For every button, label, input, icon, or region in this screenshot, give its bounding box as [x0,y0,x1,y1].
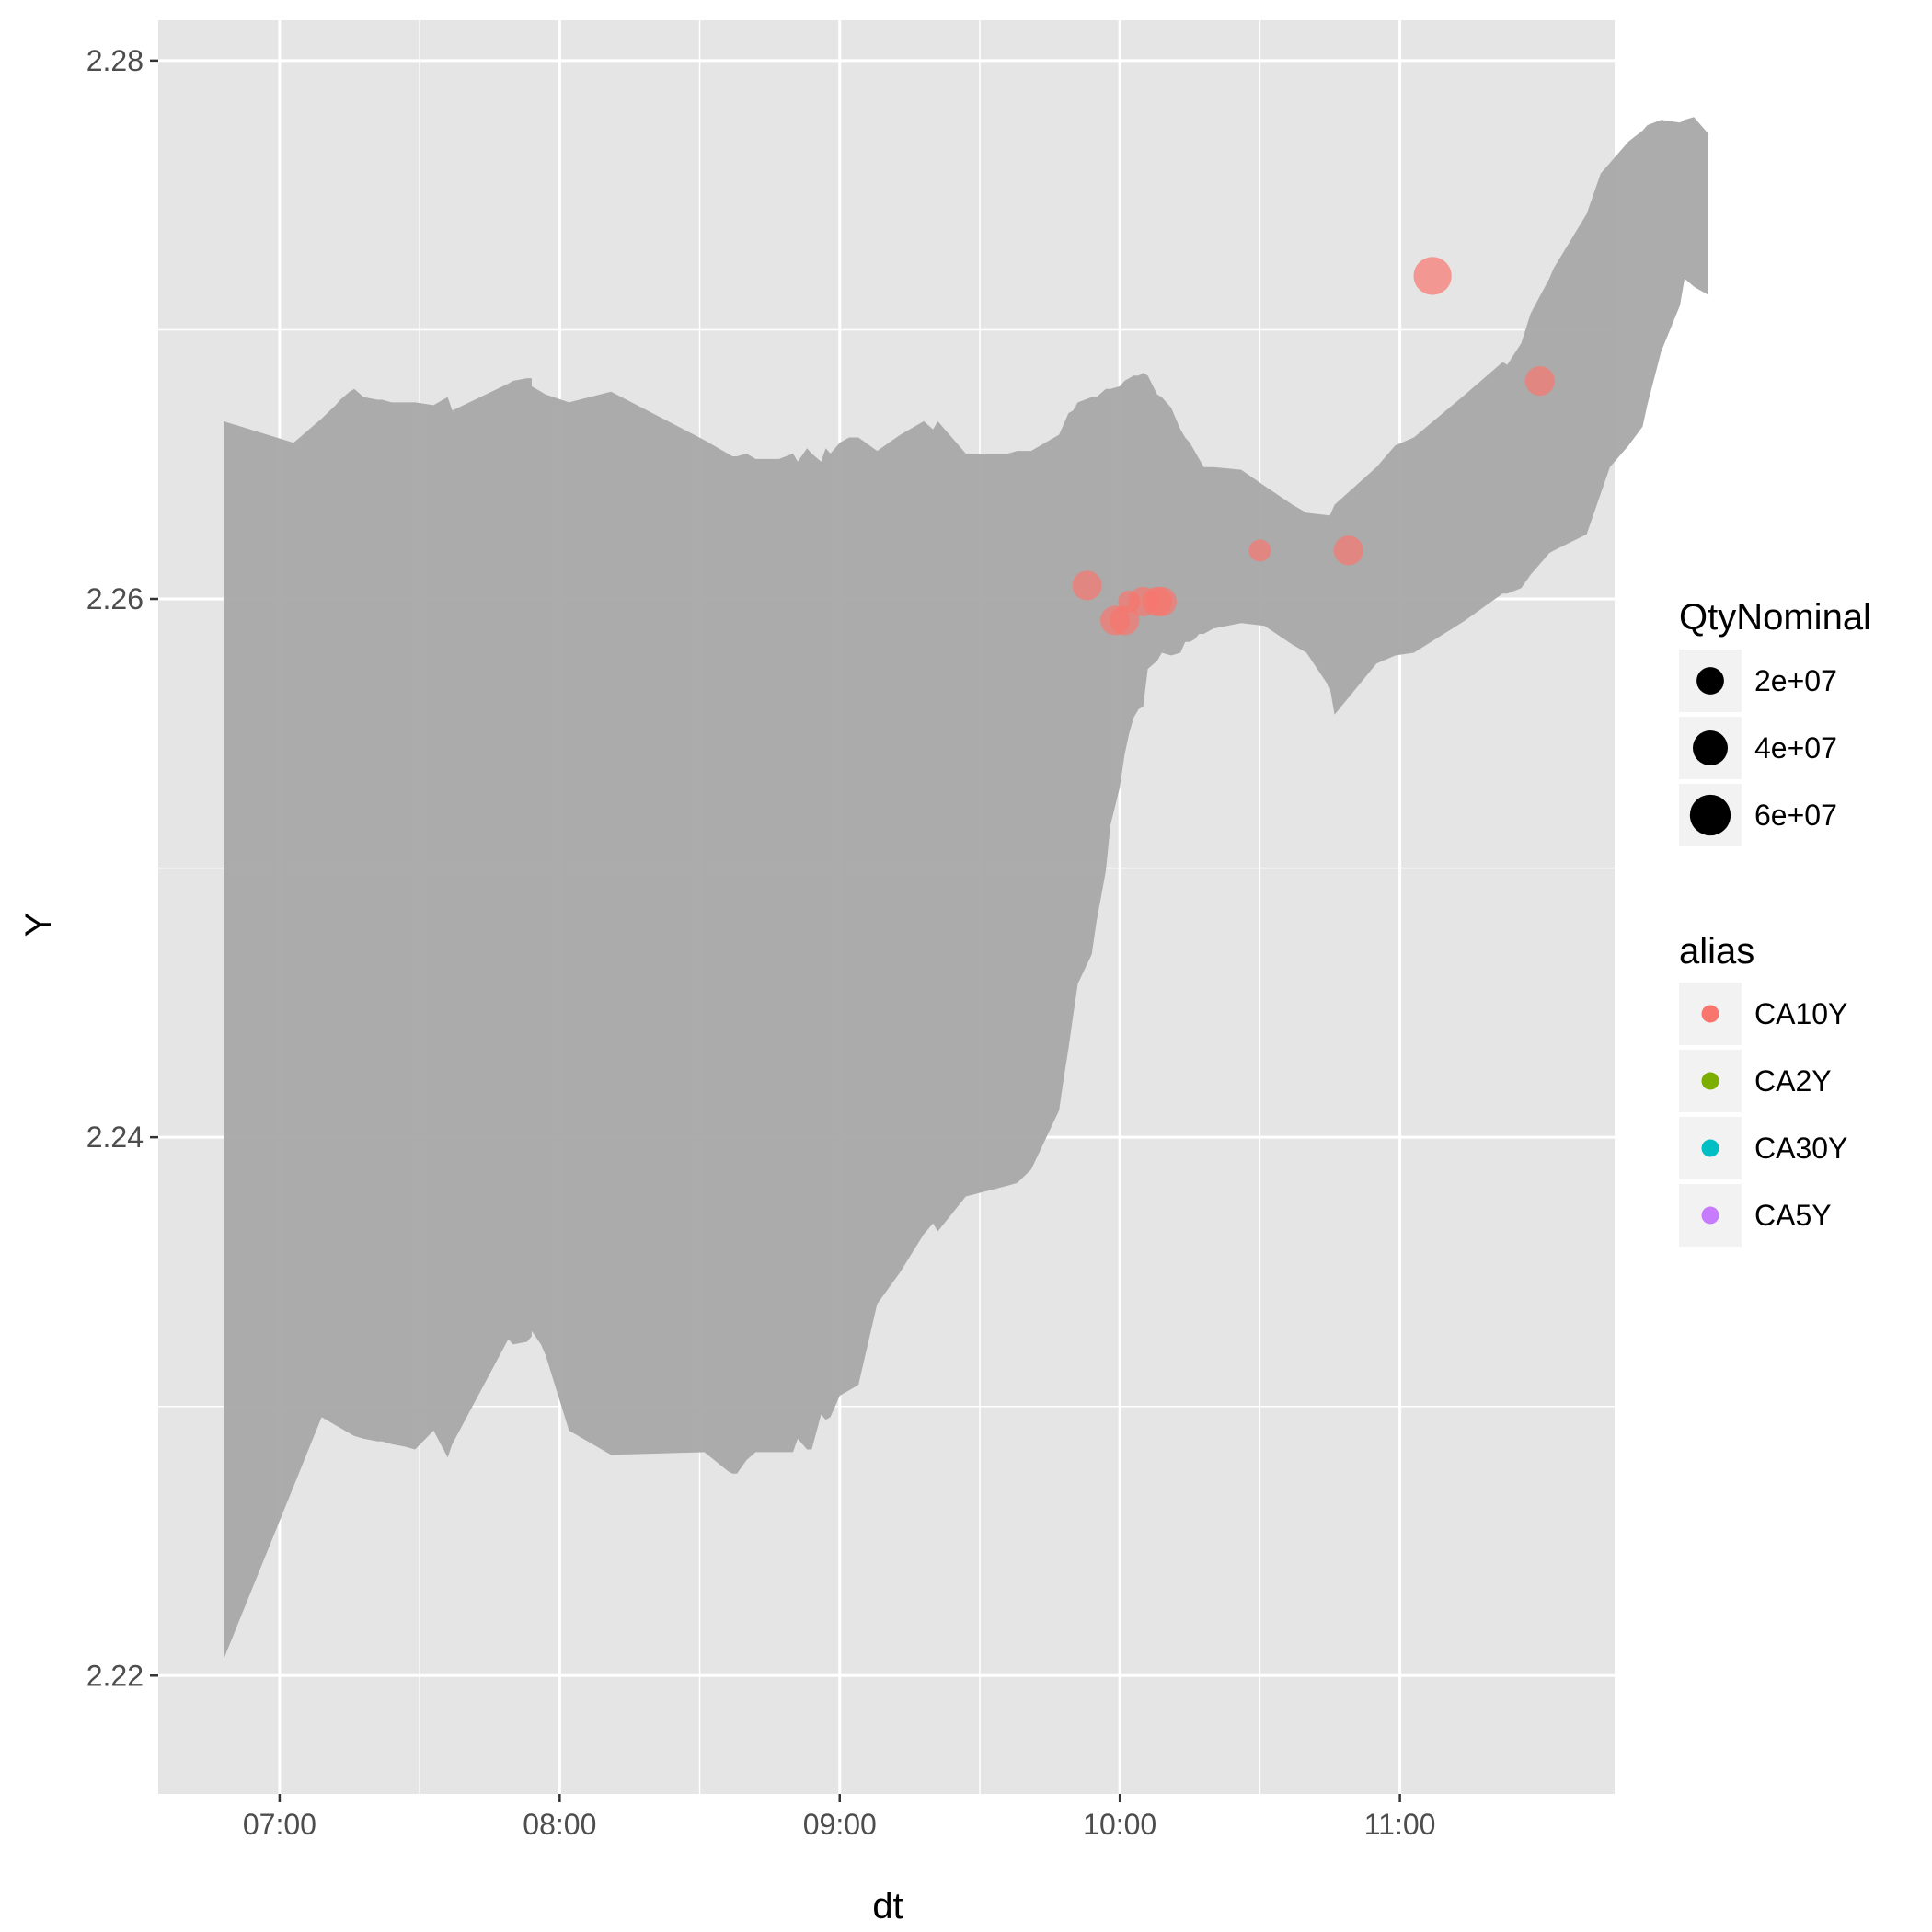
data-point-ca10y [1333,535,1363,566]
y-tick-label: 2.28 [86,44,144,77]
size-legend-symbol [1696,667,1724,695]
y-tick-label: 2.24 [86,1121,144,1154]
ribbon-area [224,117,1708,1660]
data-point-ca10y [1524,365,1555,397]
color-legend-symbol [1701,1139,1719,1157]
x-axis-title: dt [872,1886,903,1926]
data-point-ca10y [1248,539,1271,562]
x-tick-label: 09:00 [803,1808,877,1841]
color-legend-label: CA30Y [1754,1132,1847,1165]
size-legend-label: 2e+07 [1754,664,1837,697]
y-tick-label: 2.26 [86,582,144,615]
data-point-ca10y [1413,257,1452,295]
size-legend-label: 6e+07 [1754,799,1837,832]
points-layer [1072,257,1555,636]
data-point-ca10y [1146,586,1177,617]
data-point-ca10y [1072,570,1102,601]
axes-layer: 2.22 2.24 2.26 2.28 07:00 08:00 09:00 10:00 11:0… [86,44,1436,1841]
x-tick-label: 07:00 [243,1808,316,1841]
color-legend-label: CA10Y [1754,997,1847,1030]
color-legend-symbol [1701,1072,1719,1090]
y-tick-label: 2.22 [86,1659,144,1692]
y-axis-title: Y [18,913,59,937]
size-legend-label: 4e+07 [1754,731,1837,765]
color-legend-symbol [1701,1005,1719,1023]
size-legend-symbol [1693,730,1728,765]
color-legend-label: CA5Y [1754,1199,1832,1232]
color-legend-label: CA2Y [1754,1064,1832,1098]
size-legend-symbol [1689,794,1731,836]
data-point-ca10y [1110,605,1140,636]
x-tick-label: 10:00 [1083,1808,1156,1841]
color-legend-symbol [1701,1206,1719,1225]
size-legend-title: QtyNominal [1679,597,1871,638]
x-tick-label: 08:00 [523,1808,596,1841]
color-legend-title: alias [1679,931,1754,972]
x-tick-label: 11:00 [1364,1808,1436,1841]
ribbon-layer [224,117,1708,1660]
